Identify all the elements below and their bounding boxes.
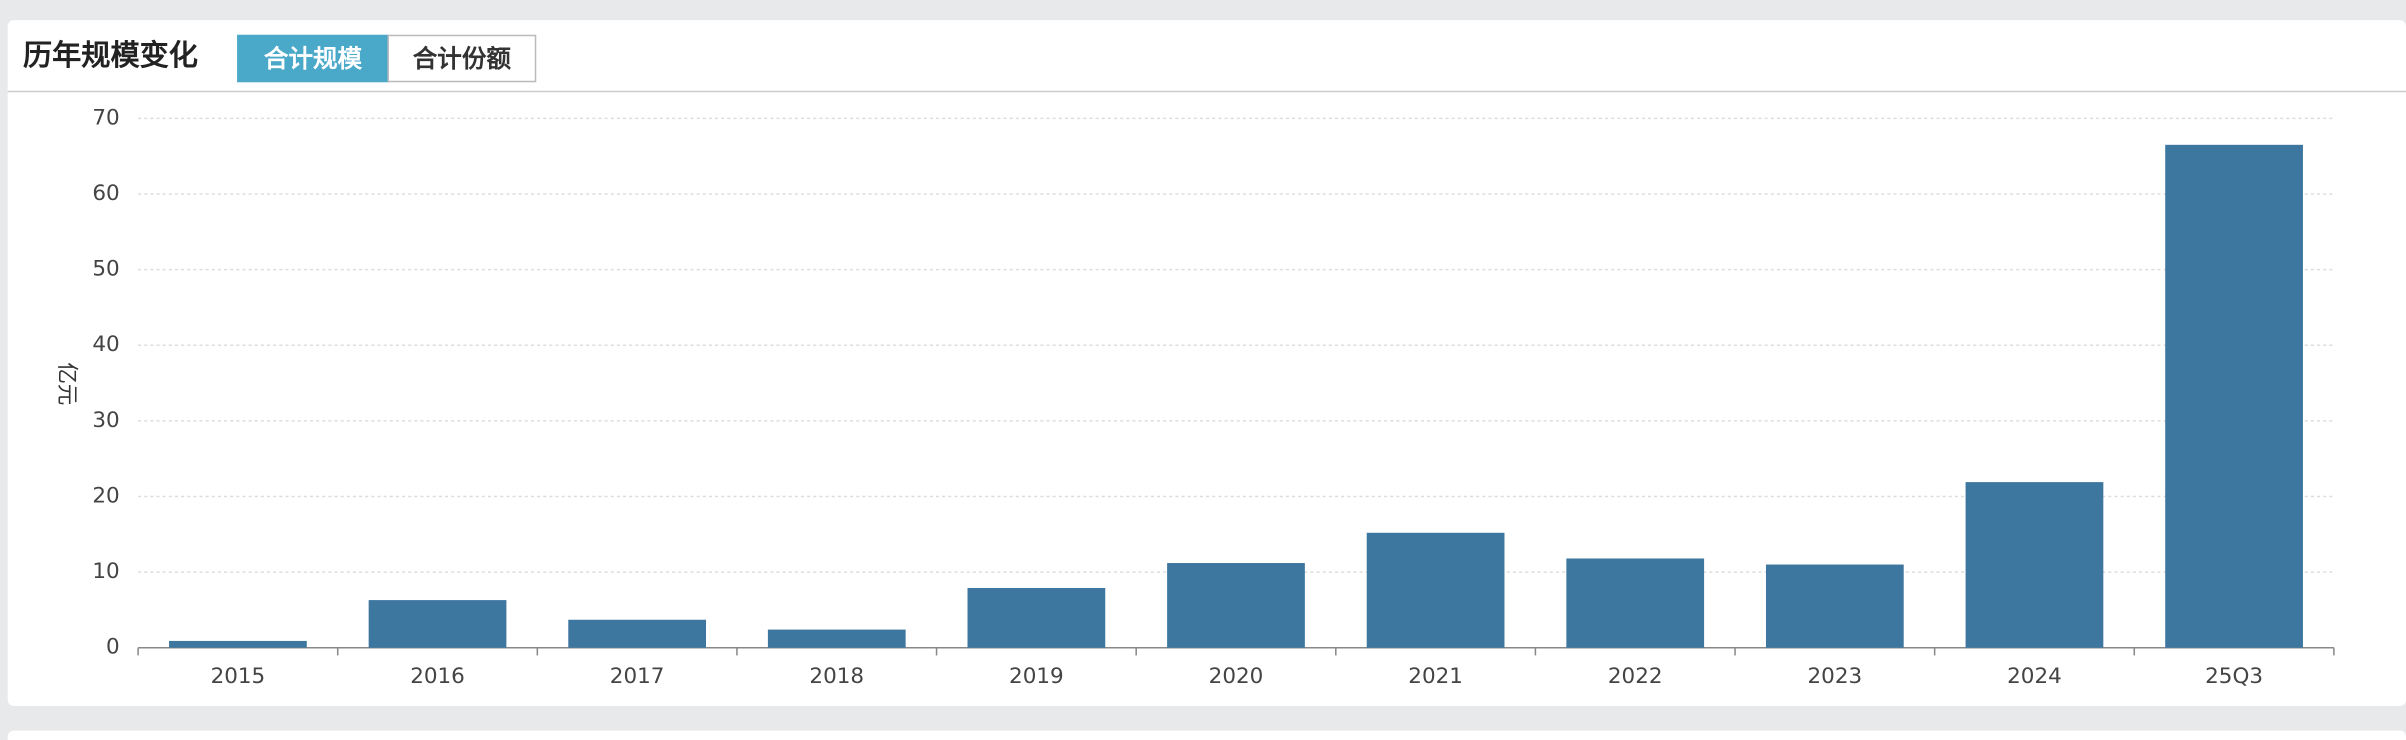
x-tick-label: 25Q3: [2205, 664, 2263, 689]
bar: [568, 619, 707, 648]
y-tick-label: 60: [92, 181, 119, 206]
x-tick-label: 2015: [211, 664, 266, 689]
y-tick-label: 40: [92, 332, 119, 357]
card-title: 历年规模变化: [23, 38, 198, 72]
y-tick-label: 10: [92, 559, 119, 584]
bar: [169, 640, 307, 648]
bar: [1765, 564, 1904, 648]
bar: [767, 629, 906, 648]
bar: [368, 600, 507, 648]
x-tick-label: 2016: [410, 664, 465, 689]
y-tick-label: 20: [92, 483, 119, 508]
x-tick-label: 2022: [1608, 664, 1663, 689]
y-axis-label: 亿元: [54, 362, 79, 405]
bar: [1566, 558, 1705, 648]
x-tick-label: 2021: [1408, 664, 1463, 689]
bar: [1965, 482, 2104, 648]
tab[interactable]: 合计份额: [387, 34, 537, 83]
bar: [1366, 532, 1505, 648]
x-tick-label: 2018: [809, 664, 864, 689]
y-tick-label: 0: [106, 635, 120, 660]
bar: [1167, 563, 1305, 648]
tab-bg[interactable]: [387, 34, 537, 83]
bar: [967, 587, 1106, 648]
y-tick-label: 70: [92, 105, 119, 130]
tab-label[interactable]: 合计规模: [264, 44, 363, 73]
x-tick-label: 2024: [2007, 664, 2062, 689]
x-tick-label: 2023: [1808, 664, 1863, 689]
x-tick-label: 2020: [1209, 664, 1264, 689]
y-tick-label: 30: [92, 408, 119, 433]
x-tick-label: 2017: [610, 664, 665, 689]
next-card: [7, 730, 2406, 740]
x-tick-label: 2019: [1009, 664, 1064, 689]
card: [7, 20, 2406, 707]
bar: [2165, 144, 2303, 648]
tab-label[interactable]: 合计份额: [413, 44, 512, 73]
tab[interactable]: 合计规模: [237, 34, 389, 83]
y-tick-label: 50: [92, 257, 119, 282]
